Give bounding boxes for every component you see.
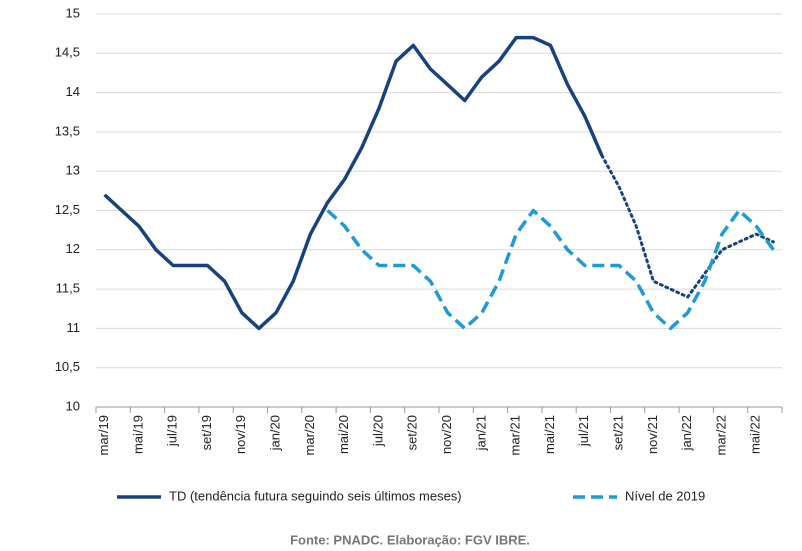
x-tick-label: set/21 bbox=[611, 415, 626, 450]
x-tick-label: mar/19 bbox=[96, 415, 111, 455]
series-line bbox=[103, 35, 604, 331]
x-tick-label: mai/19 bbox=[130, 415, 145, 454]
x-tick-label: nov/20 bbox=[439, 415, 454, 454]
y-tick-label: 12,5 bbox=[55, 202, 80, 217]
x-tick-label: set/19 bbox=[199, 415, 214, 450]
x-tick-label: jan/21 bbox=[473, 415, 488, 451]
x-tick-label: jan/20 bbox=[268, 415, 283, 451]
x-tick-label: jul/20 bbox=[370, 415, 385, 447]
x-tick-label: nov/19 bbox=[233, 415, 248, 454]
y-tick-label: 10,5 bbox=[55, 359, 80, 374]
legend-label: Nível de 2019 bbox=[625, 488, 705, 503]
x-tick-label: mar/21 bbox=[508, 415, 523, 455]
y-tick-label: 14,5 bbox=[55, 45, 80, 60]
x-tick-label: mai/20 bbox=[336, 415, 351, 454]
x-tick-label: nov/21 bbox=[645, 415, 660, 454]
x-tick-label: jan/22 bbox=[679, 415, 694, 451]
y-tick-label: 15 bbox=[66, 5, 80, 20]
y-tick-label: 11 bbox=[67, 320, 81, 335]
y-tick-label: 13,5 bbox=[55, 123, 80, 138]
y-tick-label: 10 bbox=[66, 398, 80, 413]
x-tick-label: mai/21 bbox=[542, 415, 557, 454]
x-tick-label: set/20 bbox=[405, 415, 420, 450]
series-line bbox=[600, 154, 775, 299]
y-tick-label: 14 bbox=[66, 84, 80, 99]
x-tick-label: jul/19 bbox=[165, 415, 180, 447]
x-tick-label: mar/20 bbox=[302, 415, 317, 455]
source: Fonte: PNADC. Elaboração: FGV IBRE. bbox=[290, 532, 530, 547]
y-tick-label: 13 bbox=[66, 163, 80, 178]
x-tick-label: jul/21 bbox=[576, 415, 591, 447]
y-tick-label: 12 bbox=[66, 241, 80, 256]
x-tick-label: mar/22 bbox=[713, 415, 728, 455]
series-line bbox=[326, 208, 775, 331]
legend-label: TD (tendência futura seguindo seis últim… bbox=[169, 488, 462, 503]
x-tick-label: mai/22 bbox=[748, 415, 763, 454]
y-tick-label: 11,5 bbox=[56, 281, 80, 296]
